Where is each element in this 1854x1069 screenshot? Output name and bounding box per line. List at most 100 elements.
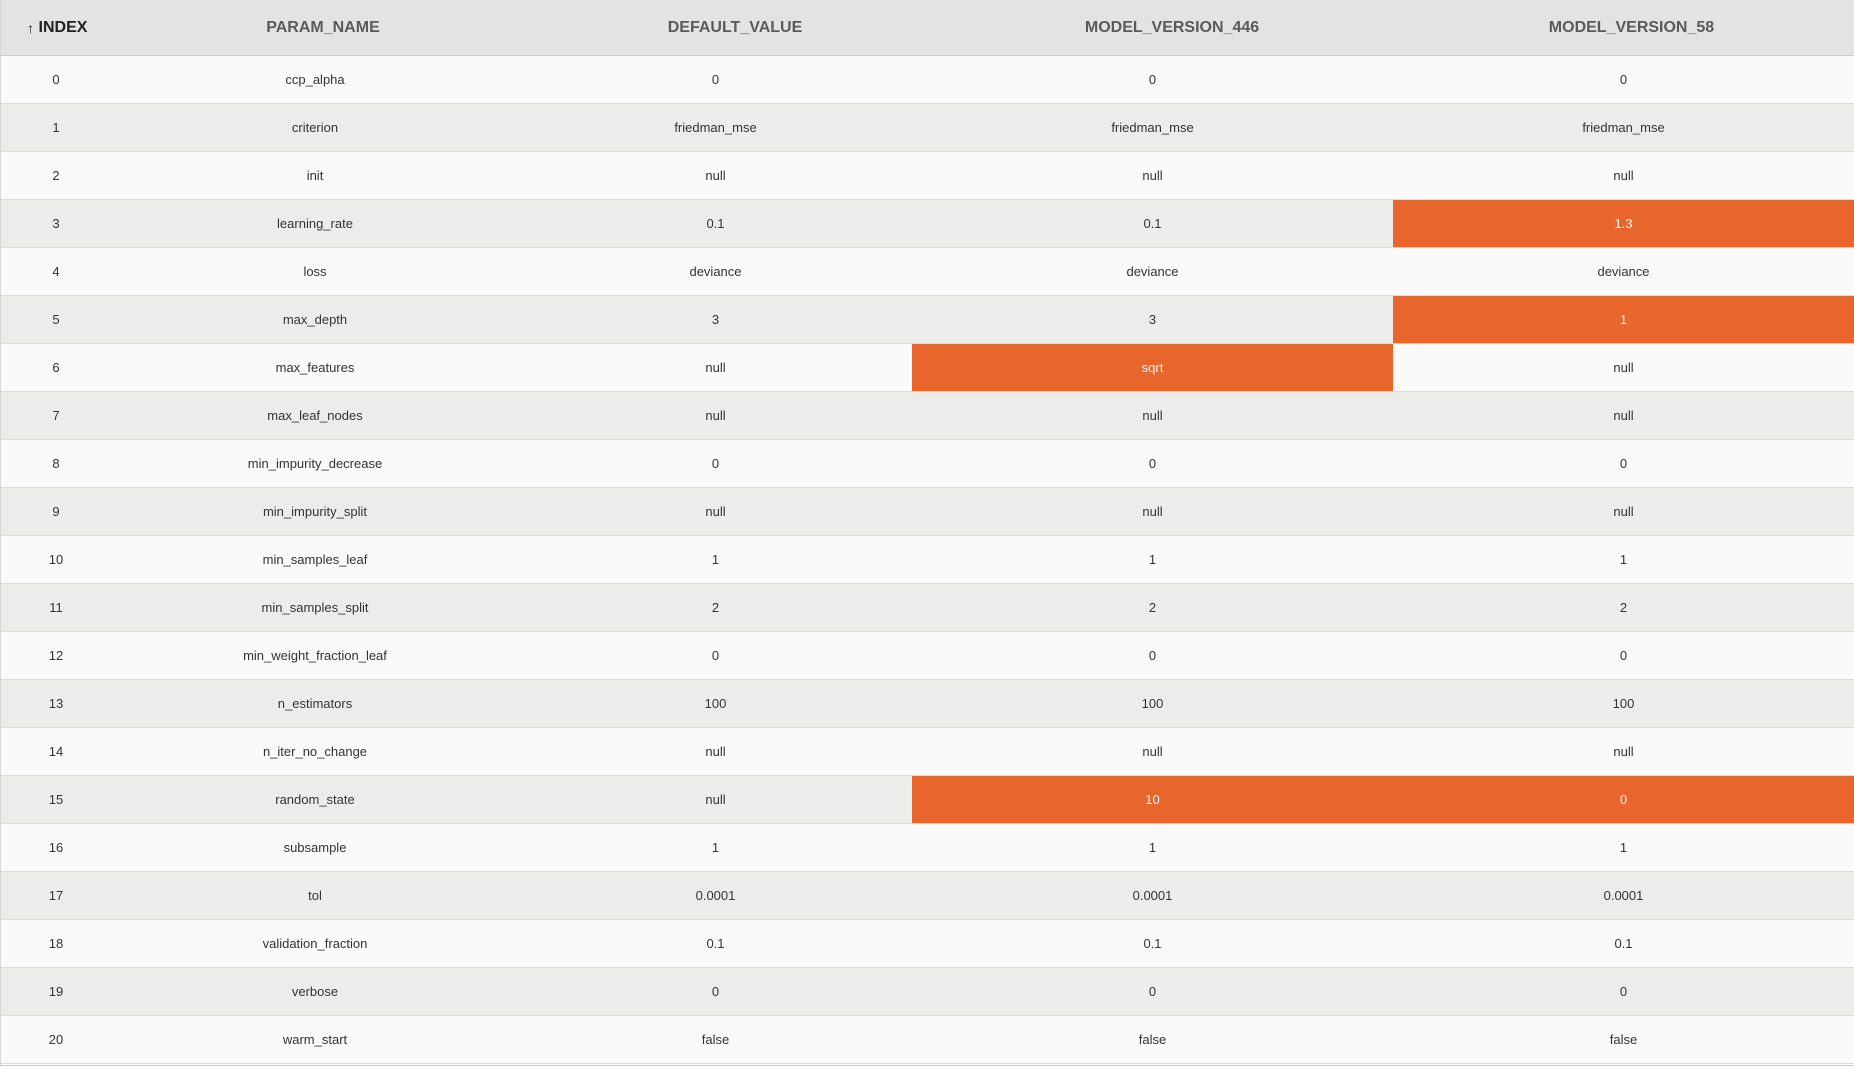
cell-model-version-58: deviance xyxy=(1597,264,1650,279)
cell-model-version-58: 0 xyxy=(1619,72,1628,87)
cell-model-version-446: 100 xyxy=(1141,696,1164,711)
cell-default-value: 2 xyxy=(711,600,720,615)
cell-default-value: 0 xyxy=(711,648,720,663)
column-header-model-version-446[interactable]: MODEL_VERSION_446 xyxy=(935,0,1409,55)
cell-model-version-58: 0 xyxy=(1393,776,1854,823)
cell-index: 9 xyxy=(52,504,60,519)
cell-model-version-446: 0 xyxy=(1148,984,1157,999)
cell-model-version-58: null xyxy=(1613,408,1634,423)
cell-model-version-58: 0.1 xyxy=(1614,936,1633,951)
cell-param-name: n_iter_no_change xyxy=(262,744,368,759)
table-row[interactable]: 20 warm_start false false false xyxy=(1,1016,1854,1064)
cell-model-version-58: null xyxy=(1613,744,1634,759)
cell-model-version-58: friedman_mse xyxy=(1582,120,1665,135)
cell-default-value: 0.1 xyxy=(706,936,725,951)
column-header-label: DEFAULT_VALUE xyxy=(667,18,803,36)
cell-param-name: warm_start xyxy=(282,1032,348,1047)
cell-param-name: min_impurity_split xyxy=(262,504,368,519)
cell-param-name: loss xyxy=(303,264,327,279)
table-row[interactable]: 1 criterion friedman_mse friedman_mse friedm… xyxy=(1,104,1854,152)
cell-param-name: ccp_alpha xyxy=(285,72,345,87)
cell-default-value: deviance xyxy=(689,264,742,279)
table-row[interactable]: 13 n_estimators 100 100 100 xyxy=(1,680,1854,728)
cell-model-version-446: sqrt xyxy=(912,344,1393,391)
table-row[interactable]: 7 max_leaf_nodes null null null xyxy=(1,392,1854,440)
cell-index: 11 xyxy=(49,600,63,615)
column-header-default-value[interactable]: DEFAULT_VALUE xyxy=(535,0,935,55)
cell-default-value: 0.0001 xyxy=(695,888,736,903)
cell-model-version-446: 0.0001 xyxy=(1132,888,1173,903)
table-body: 0 ccp_alpha 0 0 0 1 criterion friedman_mse fried… xyxy=(1,56,1854,1064)
table-row[interactable]: 18 validation_fraction 0.1 0.1 0.1 xyxy=(1,920,1854,968)
cell-model-version-446: null xyxy=(1142,504,1163,519)
cell-index: 7 xyxy=(52,408,60,423)
cell-model-version-446: 0 xyxy=(1148,72,1157,87)
table-row[interactable]: 8 min_impurity_decrease 0 0 0 xyxy=(1,440,1854,488)
cell-default-value: 100 xyxy=(704,696,727,711)
table-row[interactable]: 14 n_iter_no_change null null null xyxy=(1,728,1854,776)
table-row[interactable]: 11 min_samples_split 2 2 2 xyxy=(1,584,1854,632)
cell-param-name: max_leaf_nodes xyxy=(267,408,363,423)
column-header-model-version-58[interactable]: MODEL_VERSION_58 xyxy=(1409,0,1854,55)
cell-index: 19 xyxy=(48,984,64,999)
table-row[interactable]: 4 loss deviance deviance deviance xyxy=(1,248,1854,296)
cell-param-name: tol xyxy=(308,888,322,903)
cell-default-value: null xyxy=(705,360,726,375)
cell-model-version-58: 2 xyxy=(1619,600,1628,615)
cell-default-value: 0 xyxy=(711,456,720,471)
cell-model-version-58: false xyxy=(1609,1032,1638,1047)
cell-param-name: criterion xyxy=(291,120,339,135)
cell-model-version-58: 1 xyxy=(1393,296,1854,343)
cell-index: 12 xyxy=(48,648,64,663)
cell-model-version-446: false xyxy=(1138,1032,1167,1047)
cell-index: 5 xyxy=(52,312,60,327)
table-row[interactable]: 6 max_features null sqrt null xyxy=(1,344,1854,392)
cell-model-version-446: friedman_mse xyxy=(1111,120,1194,135)
cell-model-version-446: 0.1 xyxy=(1143,216,1162,231)
cell-default-value: null xyxy=(705,792,726,807)
table-row[interactable]: 19 verbose 0 0 0 xyxy=(1,968,1854,1016)
cell-model-version-446: 2 xyxy=(1148,600,1157,615)
cell-param-name: max_depth xyxy=(282,312,348,327)
table-row[interactable]: 12 min_weight_fraction_leaf 0 0 0 xyxy=(1,632,1854,680)
cell-index: 13 xyxy=(48,696,64,711)
table-row[interactable]: 2 init null null null xyxy=(1,152,1854,200)
cell-param-name: init xyxy=(306,168,324,183)
table-row[interactable]: 0 ccp_alpha 0 0 0 xyxy=(1,56,1854,104)
cell-model-version-446: null xyxy=(1142,744,1163,759)
cell-param-name: learning_rate xyxy=(277,216,353,231)
cell-param-name: validation_fraction xyxy=(262,936,368,951)
cell-default-value: 3 xyxy=(711,312,720,327)
cell-default-value: null xyxy=(705,408,726,423)
table-row[interactable]: 9 min_impurity_split null null null xyxy=(1,488,1854,536)
cell-model-version-58: 1.3 xyxy=(1393,200,1854,247)
cell-param-name: random_state xyxy=(275,792,355,807)
cell-default-value: null xyxy=(705,504,726,519)
cell-model-version-446: 1 xyxy=(1148,552,1157,567)
table-row[interactable]: 10 min_samples_leaf 1 1 1 xyxy=(1,536,1854,584)
cell-default-value: null xyxy=(705,168,726,183)
table-row[interactable]: 5 max_depth 3 3 1 xyxy=(1,296,1854,344)
cell-param-name: min_impurity_decrease xyxy=(247,456,383,471)
cell-index: 20 xyxy=(48,1032,64,1047)
table-row[interactable]: 17 tol 0.0001 0.0001 0.0001 xyxy=(1,872,1854,920)
arrow-up-icon: ↑ xyxy=(27,19,35,36)
column-header-param-name[interactable]: PARAM_NAME xyxy=(111,0,535,55)
cell-index: 16 xyxy=(48,840,64,855)
column-header-index[interactable]: ↑ INDEX xyxy=(1,0,111,55)
cell-default-value: 0 xyxy=(711,72,720,87)
table-row[interactable]: 16 subsample 1 1 1 xyxy=(1,824,1854,872)
cell-model-version-58: null xyxy=(1613,360,1634,375)
table-row[interactable]: 15 random_state null 10 0 xyxy=(1,776,1854,824)
column-header-label: MODEL_VERSION_58 xyxy=(1548,18,1715,36)
cell-default-value: false xyxy=(701,1032,730,1047)
cell-index: 4 xyxy=(52,264,60,279)
cell-param-name: n_estimators xyxy=(277,696,353,711)
table-row[interactable]: 3 learning_rate 0.1 0.1 1.3 xyxy=(1,200,1854,248)
cell-model-version-446: null xyxy=(1142,408,1163,423)
cell-model-version-58: 0 xyxy=(1619,456,1628,471)
cell-index: 10 xyxy=(48,552,64,567)
table-header: ↑ INDEX PARAM_NAME DEFAULT_VALUE MODEL_V… xyxy=(1,0,1854,56)
cell-default-value: null xyxy=(705,744,726,759)
